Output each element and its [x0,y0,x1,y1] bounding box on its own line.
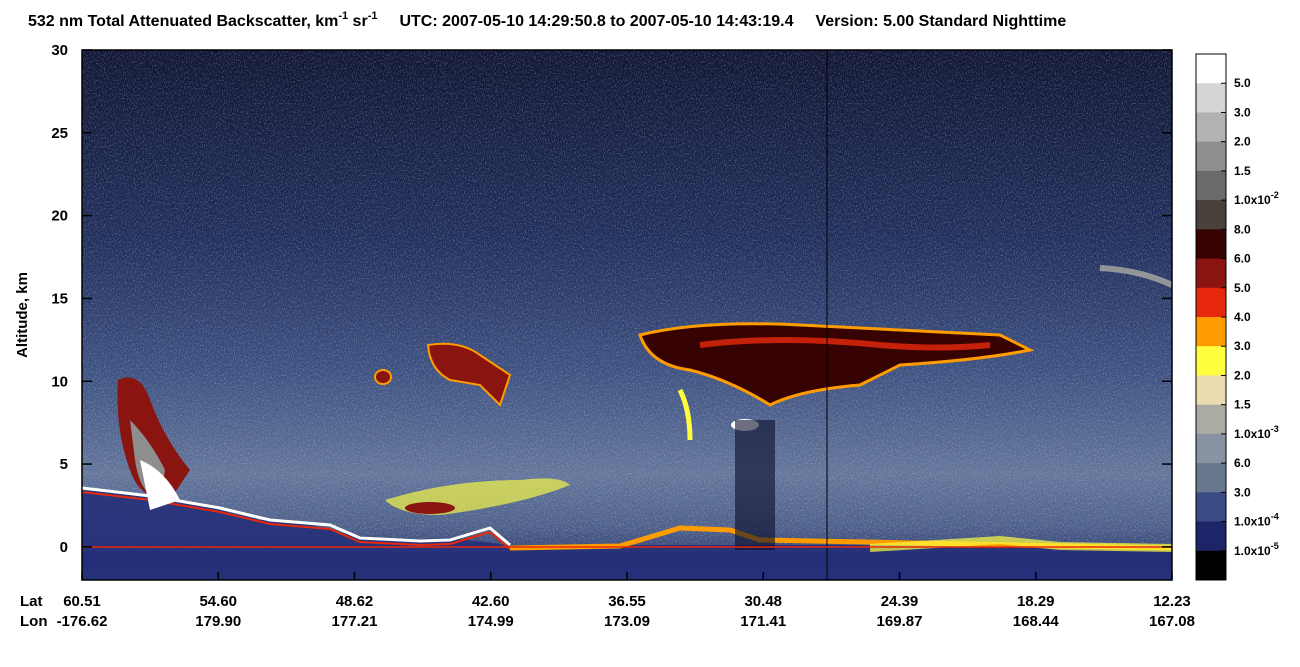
lon-label: 179.90 [195,613,241,630]
lat-label: 12.23 [1153,593,1191,610]
title-sup: -1 [368,10,378,22]
colorbar-swatch [1196,258,1226,289]
chart-title: 532 nm Total Attenuated Backscatter, km-… [28,10,1066,30]
colorbar-swatch [1196,229,1226,260]
colorbar-label-text: 1.5 [1234,398,1251,412]
colorbar-label: 1.5 [1234,398,1251,412]
lon-label: 171.41 [740,613,786,630]
colorbar-swatch [1196,404,1226,435]
title-part: 532 nm Total Attenuated Backscatter, km [28,13,338,30]
colorbar-label-text: 3.0 [1234,339,1251,353]
backscatter-image [82,50,1172,580]
colorbar-label-text: 1.0x10 [1234,544,1271,558]
colorbar-swatch [1196,433,1226,464]
colorbar-swatch [1196,287,1226,318]
x-row-name: Lon [20,613,48,630]
colorbar-label: 5.0 [1234,281,1251,295]
colorbar-label-text: 2.0 [1234,368,1251,382]
colorbar-label: 1.5 [1234,164,1251,178]
colorbar-label-text: 3.0 [1234,105,1251,119]
colorbar-label-text: 2.0 [1234,135,1251,149]
colorbar-swatch [1196,346,1226,376]
y-tick-label: 0 [60,539,68,556]
colorbar-label: 2.0 [1234,368,1251,382]
colorbar-label: 1.0x10-3 [1234,424,1279,441]
colorbar-swatch [1196,317,1226,347]
colorbar-label: 8.0 [1234,222,1251,236]
colorbar-label: 1.0x10-5 [1234,541,1279,558]
title-part: sr [348,13,368,30]
lat-label: 54.60 [199,593,237,610]
colorbar-swatch [1196,375,1226,406]
colorbar-swatch [1196,492,1226,523]
colorbar-label-exponent: -2 [1271,190,1279,200]
y-tick-label: 10 [51,373,68,390]
colorbar-label-text: 5.0 [1234,76,1251,90]
colorbar-label-text: 1.0x10 [1234,193,1271,207]
y-tick-label: 30 [51,42,68,59]
colorbar-swatch [1196,521,1226,552]
lon-label: 169.87 [877,613,923,630]
colorbar-label: 3.0 [1234,485,1251,499]
colorbar-label-text: 1.0x10 [1234,427,1271,441]
title-sup: -1 [338,10,348,22]
colorbar-label-text: 1.5 [1234,164,1251,178]
colorbar-label: 5.0 [1234,76,1251,90]
colorbar-swatch [1196,83,1226,113]
title-version: Version: 5.00 Standard Nighttime [815,13,1066,30]
colorbar-label: 3.0 [1234,339,1251,353]
colorbar-label-exponent: -4 [1271,512,1279,522]
lon-label: -176.62 [57,613,108,630]
colorbar-label: 1.0x10-4 [1234,512,1279,529]
lon-label: 168.44 [1013,613,1060,630]
colorbar-label: 2.0 [1234,135,1251,149]
colorbar-swatch [1196,550,1226,581]
lat-label: 48.62 [336,593,374,610]
y-tick-label: 20 [51,208,68,225]
colorbar-label: 4.0 [1234,310,1251,324]
x-row-name: Lat [20,593,43,610]
colorbar-swatch [1196,463,1226,493]
colorbar-swatch [1196,141,1226,172]
lat-label: 36.55 [608,593,646,610]
colorbar-swatch [1196,54,1226,84]
lon-label: 167.08 [1149,613,1195,630]
colorbar-label-text: 1.0x10 [1234,515,1271,529]
colorbar-swatch [1196,170,1226,201]
lat-label: 18.29 [1017,593,1055,610]
y-tick-label: 15 [51,290,68,307]
title-utc: UTC: 2007-05-10 14:29:50.8 to 2007-05-10… [399,13,793,30]
y-tick-label: 25 [51,125,68,142]
y-tick-label: 5 [60,456,68,473]
colorbar-label-exponent: -3 [1271,424,1279,434]
y-axis-label: Altitude, km [14,272,31,358]
lat-label: 24.39 [881,593,919,610]
colorbar-label: 6.0 [1234,456,1251,470]
colorbar-swatch [1196,112,1226,143]
colorbar-label-text: 3.0 [1234,485,1251,499]
colorbar-label-text: 6.0 [1234,252,1251,266]
colorbar-label: 1.0x10-2 [1234,190,1279,207]
lon-label: 177.21 [332,613,378,630]
colorbar-label-text: 6.0 [1234,456,1251,470]
lat-label: 30.48 [744,593,782,610]
colorbar-swatch [1196,200,1226,230]
colorbar-label: 6.0 [1234,252,1251,266]
colorbar-label-text: 8.0 [1234,222,1251,236]
colorbar-label: 3.0 [1234,105,1251,119]
colorbar-label-text: 5.0 [1234,281,1251,295]
lon-label: 173.09 [604,613,650,630]
lon-label: 174.99 [468,613,514,630]
colorbar-label-text: 4.0 [1234,310,1251,324]
colorbar-label-exponent: -5 [1271,541,1279,551]
lat-label: 42.60 [472,593,510,610]
lat-label: 60.51 [63,593,101,610]
